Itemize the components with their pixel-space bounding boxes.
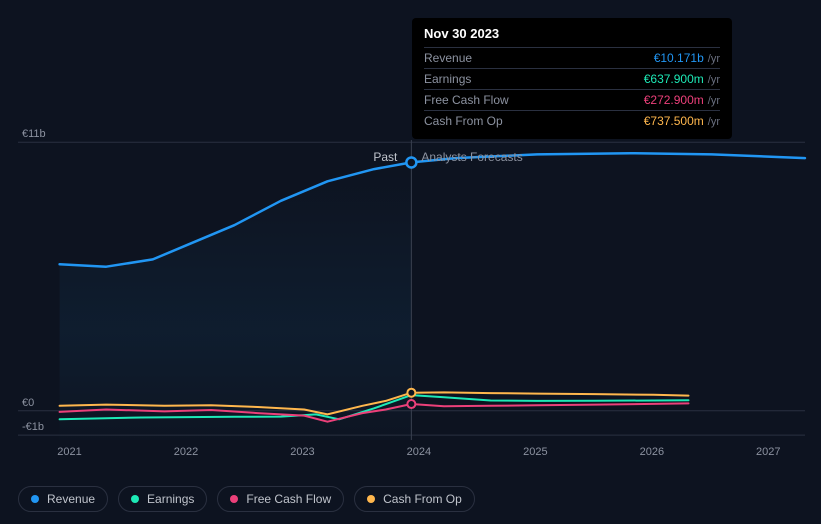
tooltip-row: Free Cash Flow €272.900m/yr [424, 89, 720, 110]
tooltip-row: Revenue €10.171b/yr [424, 47, 720, 68]
legend-dot-icon [131, 495, 139, 503]
tooltip-metric-value: €272.900m [644, 93, 704, 107]
tooltip-metric-suffix: /yr [708, 53, 720, 65]
tooltip-metric-suffix: /yr [708, 95, 720, 107]
x-tick-label: 2025 [523, 446, 547, 458]
chart-legend: Revenue Earnings Free Cash Flow Cash From O… [18, 486, 475, 512]
legend-item-cfo[interactable]: Cash From Op [354, 486, 475, 512]
legend-label: Free Cash Flow [246, 492, 331, 506]
y-tick-label: -€1b [22, 421, 44, 433]
legend-label: Cash From Op [383, 492, 462, 506]
x-tick-label: 2023 [290, 446, 314, 458]
tooltip-date: Nov 30 2023 [424, 26, 720, 41]
x-tick-label: 2022 [174, 446, 198, 458]
chart-tooltip: Nov 30 2023 Revenue €10.171b/yr Earnings €6… [412, 18, 732, 139]
tooltip-metric-suffix: /yr [708, 116, 720, 128]
legend-dot-icon [367, 495, 375, 503]
legend-item-fcf[interactable]: Free Cash Flow [217, 486, 344, 512]
tooltip-metric-label: Cash From Op [424, 114, 503, 128]
past-section-label: Past [373, 150, 397, 164]
legend-item-revenue[interactable]: Revenue [18, 486, 108, 512]
legend-item-earnings[interactable]: Earnings [118, 486, 207, 512]
tooltip-metric-value: €10.171b [654, 51, 704, 65]
earnings-chart: -€1b€0€11b 2021202220232024202520262027 … [0, 0, 821, 524]
tooltip-metric-label: Revenue [424, 51, 472, 65]
legend-label: Earnings [147, 492, 194, 506]
tooltip-metric-label: Free Cash Flow [424, 93, 509, 107]
y-tick-label: €0 [22, 397, 34, 409]
tooltip-row: Cash From Op €737.500m/yr [424, 110, 720, 131]
tooltip-metric-value: €637.900m [644, 72, 704, 86]
legend-label: Revenue [47, 492, 95, 506]
tooltip-metric-label: Earnings [424, 72, 471, 86]
x-tick-label: 2024 [407, 446, 431, 458]
x-tick-label: 2021 [57, 446, 81, 458]
legend-dot-icon [31, 495, 39, 503]
x-tick-label: 2026 [640, 446, 664, 458]
x-tick-label: 2027 [756, 446, 780, 458]
tooltip-row: Earnings €637.900m/yr [424, 68, 720, 89]
y-tick-label: €11b [22, 128, 46, 140]
legend-dot-icon [230, 495, 238, 503]
tooltip-metric-suffix: /yr [708, 74, 720, 86]
tooltip-metric-value: €737.500m [644, 114, 704, 128]
forecast-section-label: Analysts Forecasts [421, 150, 522, 164]
